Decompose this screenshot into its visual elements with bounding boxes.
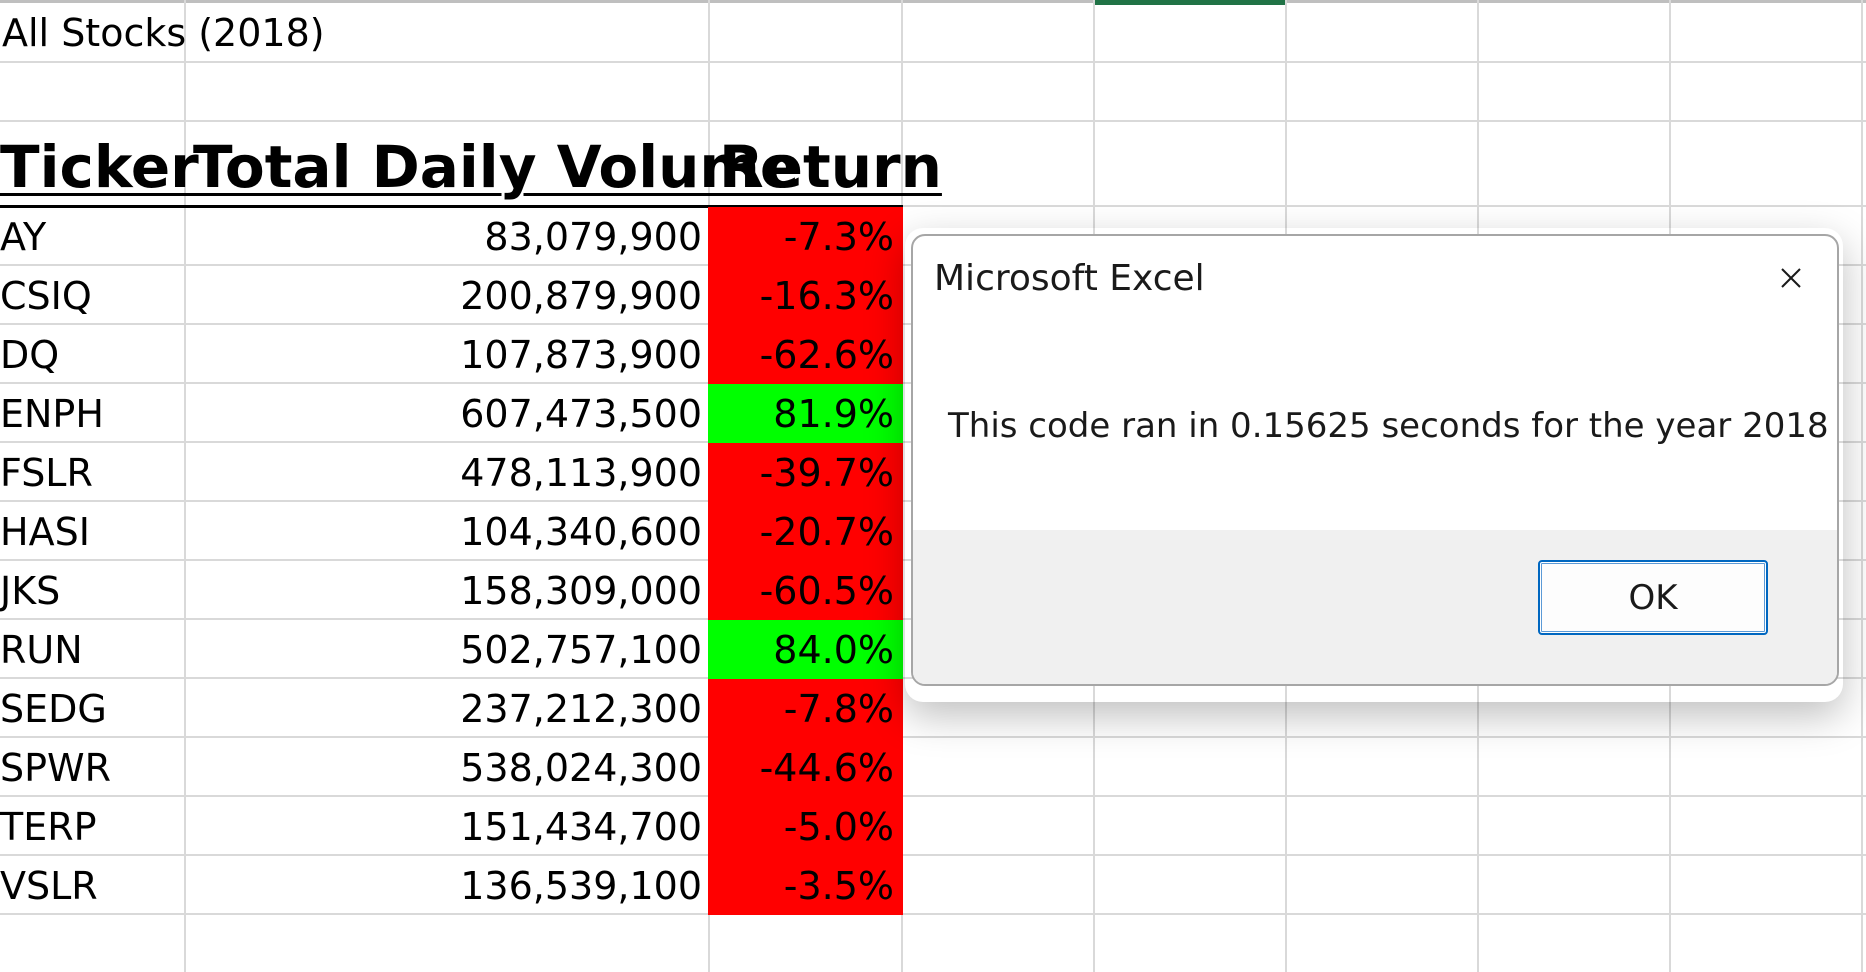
volume-cell[interactable]: 104,340,600 (460, 510, 702, 554)
ticker-cell[interactable]: HASI (0, 510, 90, 554)
table-row: RUN 502,757,100 84.0% (0, 620, 903, 679)
gridline (1861, 0, 1863, 972)
gridline (0, 854, 1866, 856)
gridline (184, 0, 186, 972)
return-cell[interactable]: 84.0% (708, 620, 903, 679)
return-value: -3.5% (783, 864, 894, 908)
gridline (0, 61, 1866, 63)
volume-cell[interactable]: 607,473,500 (460, 392, 702, 436)
active-column-indicator (1093, 0, 1287, 5)
volume-cell[interactable]: 107,873,900 (460, 333, 702, 377)
volume-cell[interactable]: 136,539,100 (460, 864, 702, 908)
table-row: JKS 158,309,000 -60.5% (0, 561, 903, 620)
gridline (0, 913, 1866, 915)
close-button[interactable] (1761, 248, 1821, 308)
return-cell[interactable]: -60.5% (708, 561, 903, 620)
return-cell[interactable]: -62.6% (708, 325, 903, 384)
table-row: TERP 151,434,700 -5.0% (0, 797, 903, 856)
header-ticker[interactable]: Ticker (0, 133, 199, 201)
header-return[interactable]: Return (719, 133, 942, 201)
table-row: ENPH 607,473,500 81.9% (0, 384, 903, 443)
return-value: -44.6% (759, 746, 894, 790)
return-value: -5.0% (783, 805, 894, 849)
ticker-cell[interactable]: SPWR (0, 746, 112, 790)
ticker-cell[interactable]: AY (0, 215, 47, 259)
ticker-cell[interactable]: RUN (0, 628, 83, 672)
return-value: -60.5% (759, 569, 894, 613)
return-value: -7.3% (783, 215, 894, 259)
ticker-cell[interactable]: DQ (0, 333, 60, 377)
table-row: DQ 107,873,900 -62.6% (0, 325, 903, 384)
return-cell[interactable]: -7.3% (708, 207, 903, 266)
ticker-cell[interactable]: ENPH (0, 392, 104, 436)
return-value: -20.7% (759, 510, 894, 554)
return-value: -7.8% (783, 687, 894, 731)
table-row: SPWR 538,024,300 -44.6% (0, 738, 903, 797)
close-icon (1781, 268, 1801, 288)
gridline (0, 795, 1866, 797)
volume-cell[interactable]: 502,757,100 (460, 628, 702, 672)
return-cell[interactable]: -44.6% (708, 738, 903, 797)
return-value: -39.7% (759, 451, 894, 495)
return-cell[interactable]: 81.9% (708, 384, 903, 443)
ticker-cell[interactable]: JKS (0, 569, 61, 613)
return-value: -62.6% (759, 333, 894, 377)
return-cell[interactable]: -7.8% (708, 679, 903, 738)
volume-cell[interactable]: 478,113,900 (460, 451, 702, 495)
message-box-dialog: Microsoft Excel This code ran in 0.15625… (911, 234, 1839, 686)
return-value: 84.0% (773, 628, 894, 672)
volume-cell[interactable]: 237,212,300 (460, 687, 702, 731)
table-row: VSLR 136,539,100 -3.5% (0, 856, 903, 915)
return-value: 81.9% (773, 392, 894, 436)
header-total-daily-volume[interactable]: Total Daily Volume (193, 133, 800, 201)
volume-cell[interactable]: 83,079,900 (484, 215, 702, 259)
ticker-cell[interactable]: SEDG (0, 687, 107, 731)
ticker-cell[interactable]: CSIQ (0, 274, 92, 318)
ok-button[interactable]: OK (1538, 560, 1768, 635)
volume-cell[interactable]: 538,024,300 (460, 746, 702, 790)
table-row: FSLR 478,113,900 -39.7% (0, 443, 903, 502)
return-cell[interactable]: -3.5% (708, 856, 903, 915)
gridline (0, 205, 1866, 207)
table-row: SEDG 237,212,300 -7.8% (0, 679, 903, 738)
table-row: AY 83,079,900 -7.3% (0, 207, 903, 266)
sheet-title-cell[interactable]: All Stocks (2018) (2, 11, 325, 55)
dialog-title: Microsoft Excel (934, 258, 1205, 299)
header-bottom-border (0, 205, 903, 208)
ticker-cell[interactable]: TERP (0, 805, 97, 849)
gridline (0, 120, 1866, 122)
volume-cell[interactable]: 151,434,700 (460, 805, 702, 849)
return-cell[interactable]: -20.7% (708, 502, 903, 561)
table-row: HASI 104,340,600 -20.7% (0, 502, 903, 561)
gridline (0, 736, 1866, 738)
return-cell[interactable]: -16.3% (708, 266, 903, 325)
column-header-border (0, 0, 1866, 3)
volume-cell[interactable]: 200,879,900 (460, 274, 702, 318)
dialog-message: This code ran in 0.15625 seconds for the… (948, 406, 1829, 446)
return-cell[interactable]: -5.0% (708, 797, 903, 856)
table-row: CSIQ 200,879,900 -16.3% (0, 266, 903, 325)
ticker-cell[interactable]: FSLR (0, 451, 93, 495)
return-cell[interactable]: -39.7% (708, 443, 903, 502)
return-value: -16.3% (759, 274, 894, 318)
volume-cell[interactable]: 158,309,000 (460, 569, 702, 613)
ticker-cell[interactable]: VSLR (0, 864, 98, 908)
dialog-footer: OK (913, 530, 1837, 684)
